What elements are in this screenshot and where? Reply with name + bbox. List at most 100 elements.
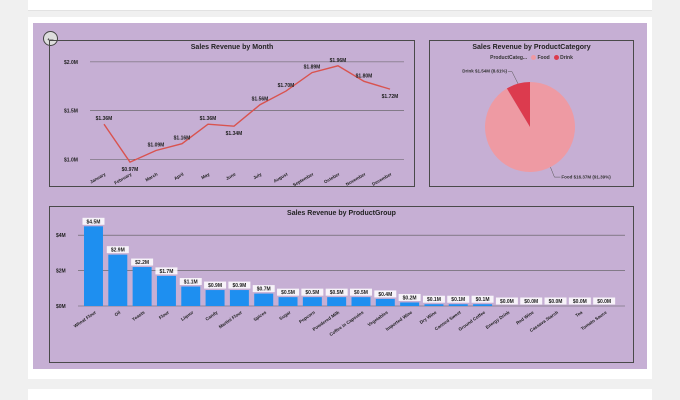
bar-wheat-flour — [84, 226, 103, 306]
x-tick-label: Liquor — [180, 310, 195, 322]
bar-candy — [205, 290, 225, 306]
legend-drink-label: Drink — [560, 55, 573, 61]
x-tick-label: March — [145, 171, 159, 182]
data-label-bg — [349, 288, 372, 296]
sales-by-group-chart: $0M $2M $4M $4.5M Wheat Flour $2.9M Oil $2.2M Ye… — [56, 217, 625, 337]
bar-coffee-in-capsules — [351, 297, 371, 306]
data-label-bg — [204, 281, 227, 289]
data-label: $2.9M — [111, 248, 125, 254]
data-label-bg — [374, 290, 397, 298]
data-label-bg — [179, 278, 202, 286]
data-label: $1.16M — [174, 136, 191, 142]
x-tick-label: Wheat Flour — [73, 310, 97, 329]
x-tick-label: Red Wine — [515, 309, 535, 325]
y-tick-label: $1.0M — [64, 157, 78, 163]
data-label: $2.2M — [135, 260, 149, 266]
bar-oil — [108, 254, 128, 306]
sales-by-month-panel[interactable]: Sales Revenue by Month $1.0M $1.5M $2.0M $1… — [49, 40, 415, 187]
bar-liquor — [181, 286, 201, 306]
data-label-bg — [544, 297, 567, 305]
x-tick-label: June — [225, 171, 237, 181]
bar-powdered-milk — [327, 297, 347, 306]
data-label: $0.5M — [354, 290, 368, 296]
x-tick-label: Dry Wine — [419, 309, 438, 325]
data-label: $1.36M — [200, 116, 217, 122]
bar-imported-wine — [400, 302, 420, 306]
sales-by-category-panel[interactable]: Sales Revenue by ProductCategory Product… — [429, 40, 634, 187]
legend-food-swatch — [531, 55, 537, 61]
data-label-bg — [422, 295, 445, 303]
data-label: $0.0M — [524, 299, 538, 305]
bar-martini-flour — [229, 290, 249, 306]
x-tick-label: February — [113, 171, 133, 185]
data-label: $0.0M — [549, 299, 563, 305]
data-label: $1.7M — [159, 269, 173, 275]
bar-sugar — [278, 297, 298, 306]
data-label: $0.0M — [597, 299, 611, 305]
x-tick-label: Tomato Sauce — [580, 309, 608, 331]
x-tick-label: September — [292, 171, 315, 187]
data-label: $1.72M — [382, 94, 399, 100]
x-tick-label: October — [323, 171, 341, 184]
bar-ground-coffee — [473, 304, 493, 306]
x-tick-label: Imported Wine — [385, 309, 414, 331]
data-label-bg — [82, 217, 105, 225]
data-label-bg — [131, 258, 154, 266]
sales-by-group-title: Sales Revenue by ProductGroup — [287, 210, 396, 217]
pie-slice-drink — [506, 82, 530, 127]
data-label: $0.9M — [232, 283, 246, 289]
drink-data-label: Drink $1.54M (8.61%) — [462, 69, 507, 74]
x-tick-label: Candy — [205, 309, 220, 321]
x-tick-label: Vegetables — [367, 309, 390, 327]
data-label: $1.09M — [148, 142, 165, 148]
data-label: $0.9M — [208, 283, 222, 289]
data-label: $4.5M — [87, 219, 101, 225]
legend-drink-swatch — [554, 55, 560, 61]
back-arrow-icon[interactable]: ← — [43, 31, 58, 46]
data-label: $0.5M — [330, 290, 344, 296]
data-label-bg — [495, 297, 518, 305]
data-label: $0.7M — [257, 287, 271, 293]
data-label-bg — [228, 281, 251, 289]
data-label: $0.0M — [573, 299, 587, 305]
y-tick-label: $2.0M — [64, 60, 78, 66]
data-label: $0.0M — [500, 299, 514, 305]
data-label: $0.4M — [378, 292, 392, 298]
x-tick-label: December — [371, 171, 393, 186]
next-card-strip — [28, 389, 652, 400]
food-leader-line — [550, 167, 561, 178]
data-label-bg — [398, 293, 421, 301]
data-label-bg — [155, 267, 178, 275]
data-label-bg — [447, 295, 470, 303]
x-tick-label: Spices — [253, 309, 268, 322]
sales-by-category-title: Sales Revenue by ProductCategory — [472, 44, 591, 51]
data-label: $0.97M — [122, 167, 139, 173]
data-label-bg — [106, 246, 129, 254]
previous-card-strip — [28, 0, 652, 11]
data-label: $1.1M — [184, 280, 198, 286]
x-tick-label: January — [89, 171, 107, 184]
x-tick-label: Oil — [114, 310, 122, 318]
legend-food-label: Food — [537, 55, 550, 61]
bar-spices — [254, 293, 274, 306]
data-label: $1.34M — [226, 131, 243, 137]
y-tick-label: $1.5M — [64, 109, 78, 115]
data-label-bg — [471, 295, 494, 303]
sales-by-group-panel[interactable]: Sales Revenue by ProductGroup $0M $2M $4M $… — [49, 206, 634, 363]
report-canvas: ← Sales Revenue by Month $1.0M $1.5M $2.0M… — [33, 23, 647, 369]
sales-by-month-chart: $1.0M $1.5M $2.0M $1.36M January $0.97MFebrua… — [64, 58, 404, 187]
data-label: $0.1M — [451, 297, 465, 303]
data-label-bg — [277, 288, 300, 296]
sales-by-category-chart: Drink $1.54M (8.61%) Food $16.37M (91.39%… — [462, 69, 611, 180]
data-label: $1.80M — [356, 73, 373, 79]
pie-slice-food — [485, 82, 575, 173]
data-label-bg — [568, 297, 591, 305]
x-tick-label: November — [345, 171, 367, 186]
x-tick-label: Flour — [158, 310, 170, 321]
bar-canned-sweet — [448, 304, 468, 306]
data-label: $0.5M — [305, 290, 319, 296]
y-tick-label: $4M — [56, 233, 66, 239]
data-label: $1.36M — [96, 116, 113, 122]
x-tick-label: May — [200, 171, 211, 180]
x-tick-label: August — [273, 171, 289, 183]
